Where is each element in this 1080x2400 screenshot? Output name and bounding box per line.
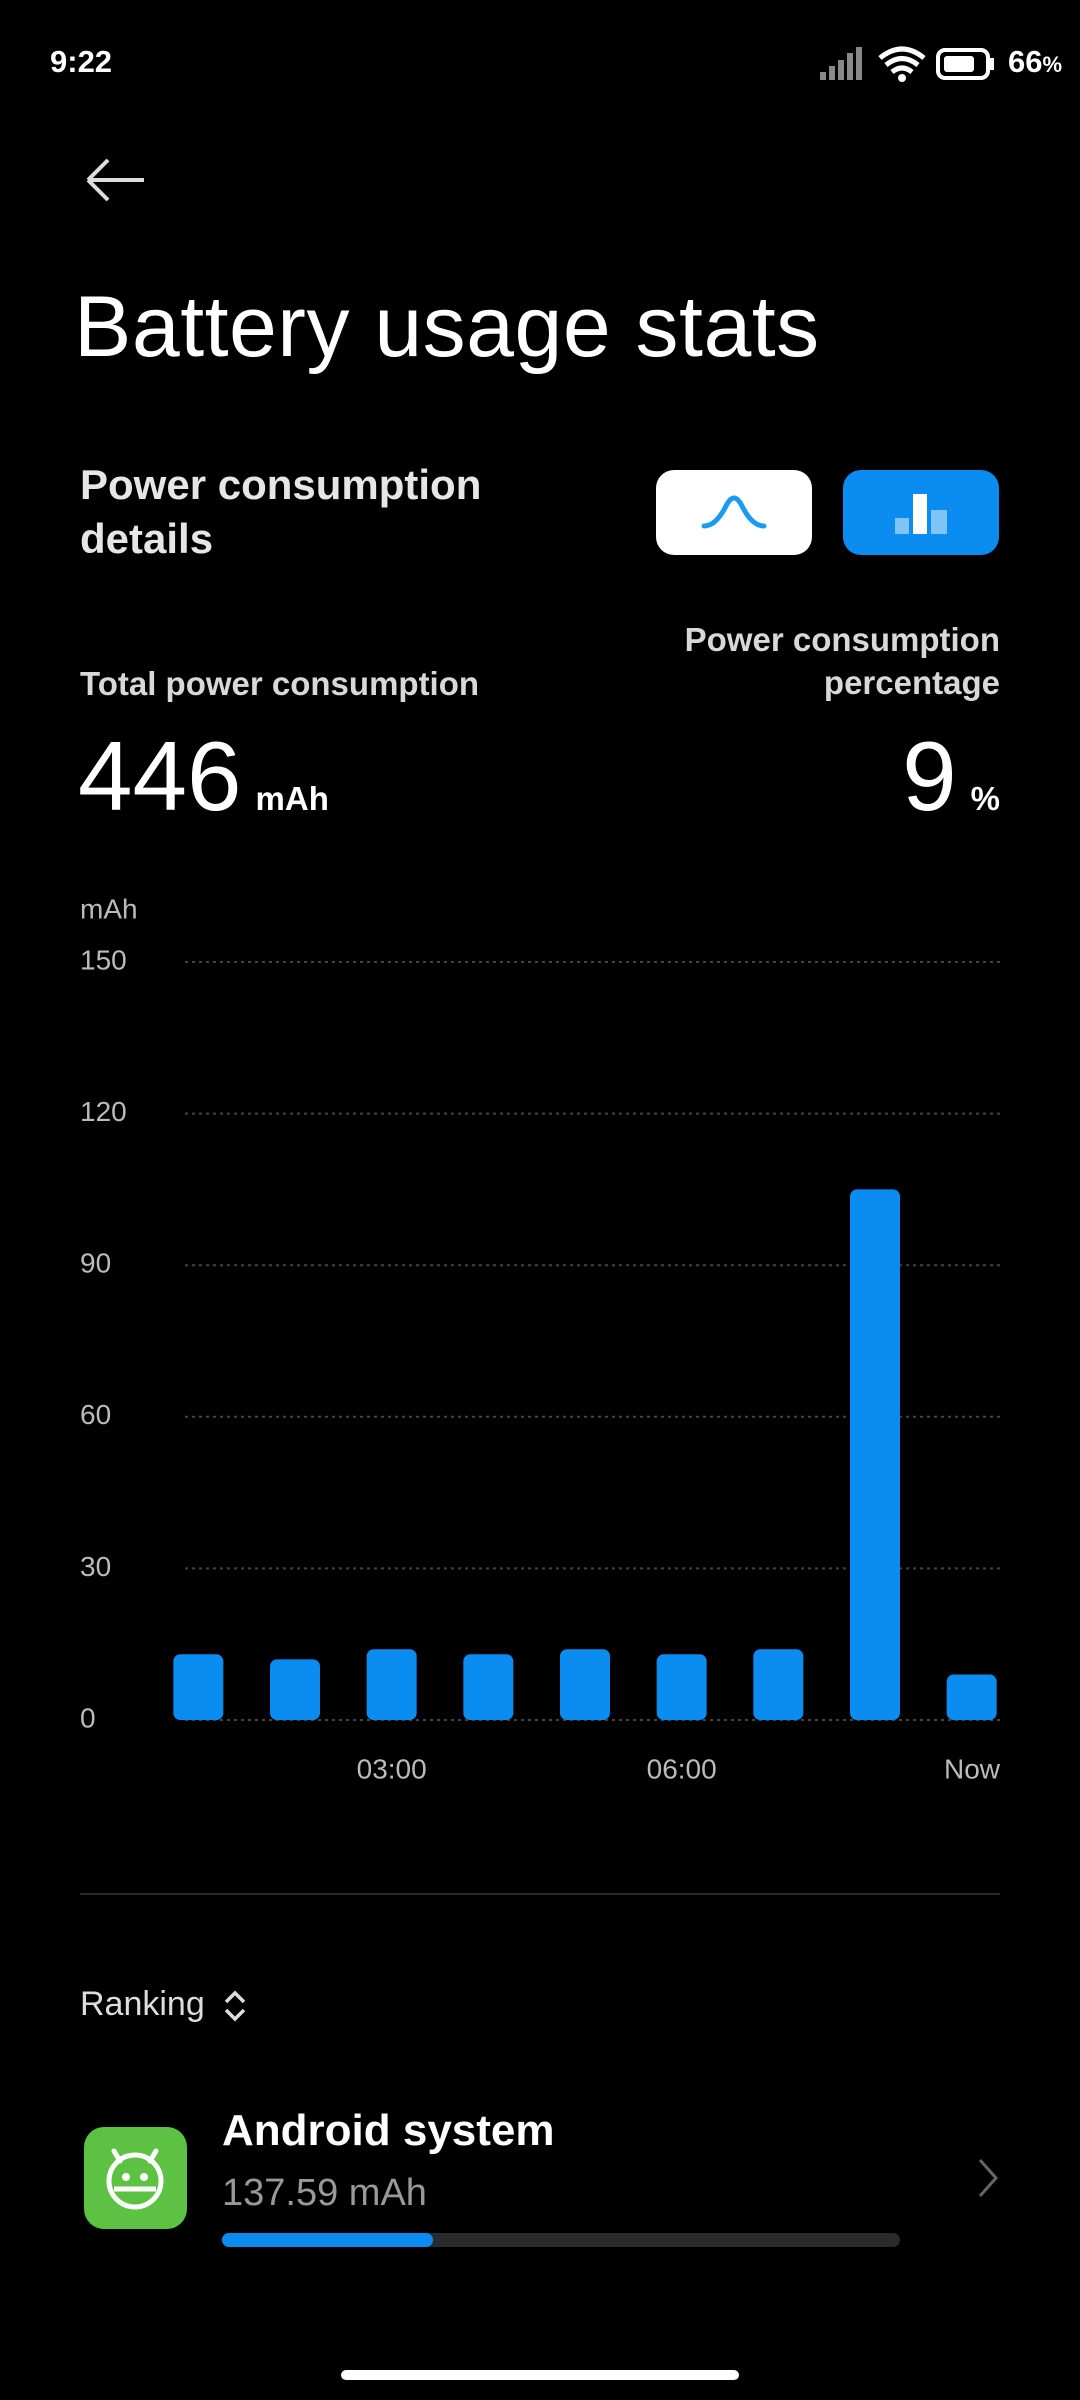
y-tick-label: 0 bbox=[80, 1702, 96, 1733]
bar bbox=[946, 1674, 997, 1720]
battery-level: 66% bbox=[1008, 44, 1062, 80]
y-unit: mAh bbox=[80, 893, 138, 924]
bar bbox=[463, 1654, 514, 1720]
total-unit: mAh bbox=[255, 780, 329, 817]
x-tick-label: 06:00 bbox=[647, 1753, 717, 1784]
battery-value: 66 bbox=[1007, 44, 1043, 79]
percentage: 9% bbox=[902, 720, 1000, 833]
y-tick-label: 90 bbox=[80, 1248, 111, 1279]
bar bbox=[270, 1659, 320, 1720]
usage-fill bbox=[222, 2233, 433, 2247]
curve-view-button[interactable] bbox=[656, 470, 812, 555]
app-icon bbox=[84, 2127, 187, 2229]
total-label: Total power consumption bbox=[80, 665, 480, 702]
chevron bbox=[978, 2159, 999, 2197]
app-item[interactable]: Android system 137.59 mAh bbox=[0, 2100, 1080, 2280]
usage-track bbox=[222, 2233, 900, 2247]
section-title: Power consumption details bbox=[80, 461, 482, 562]
total-value: 446 bbox=[78, 721, 242, 831]
bar bbox=[560, 1649, 610, 1720]
ranking-sort[interactable]: Ranking bbox=[80, 1985, 250, 2024]
app-name: Android system bbox=[222, 2106, 555, 2155]
ranking-label: Ranking bbox=[80, 1985, 205, 2023]
status-icons bbox=[820, 46, 994, 82]
bar-view-button[interactable] bbox=[843, 470, 999, 555]
page-title: Battery usage stats bbox=[74, 279, 820, 375]
sort-icon bbox=[224, 1990, 246, 2022]
y-tick-label: 60 bbox=[80, 1399, 111, 1430]
chart: mAh 0 30 60 90 120 150 03:00 06:00 Now bbox=[80, 893, 1001, 1784]
y-tick-label: 30 bbox=[80, 1551, 111, 1582]
y-tick-label: 150 bbox=[80, 944, 127, 975]
bar bbox=[850, 1189, 900, 1720]
divider bbox=[80, 1893, 1000, 1895]
x-tick-label: Now bbox=[944, 1753, 1001, 1784]
bar bbox=[656, 1654, 707, 1720]
bar bbox=[366, 1649, 417, 1720]
percentage-unit: % bbox=[970, 780, 1000, 817]
app-usage: 137.59 mAh bbox=[222, 2172, 427, 2214]
total: 446 mAh bbox=[78, 720, 329, 833]
status-time: 9:22 bbox=[50, 44, 113, 79]
y-tick-label: 120 bbox=[80, 1096, 127, 1127]
bar bbox=[753, 1649, 804, 1720]
percentage-label: Power consumption percentage bbox=[684, 621, 1000, 701]
bar bbox=[173, 1654, 224, 1720]
x-tick-label: 03:00 bbox=[357, 1753, 427, 1784]
home-indicator bbox=[341, 2370, 739, 2380]
percentage-value: 9 bbox=[902, 721, 957, 831]
battery-unit: % bbox=[1042, 52, 1062, 77]
back-button[interactable] bbox=[84, 158, 148, 202]
